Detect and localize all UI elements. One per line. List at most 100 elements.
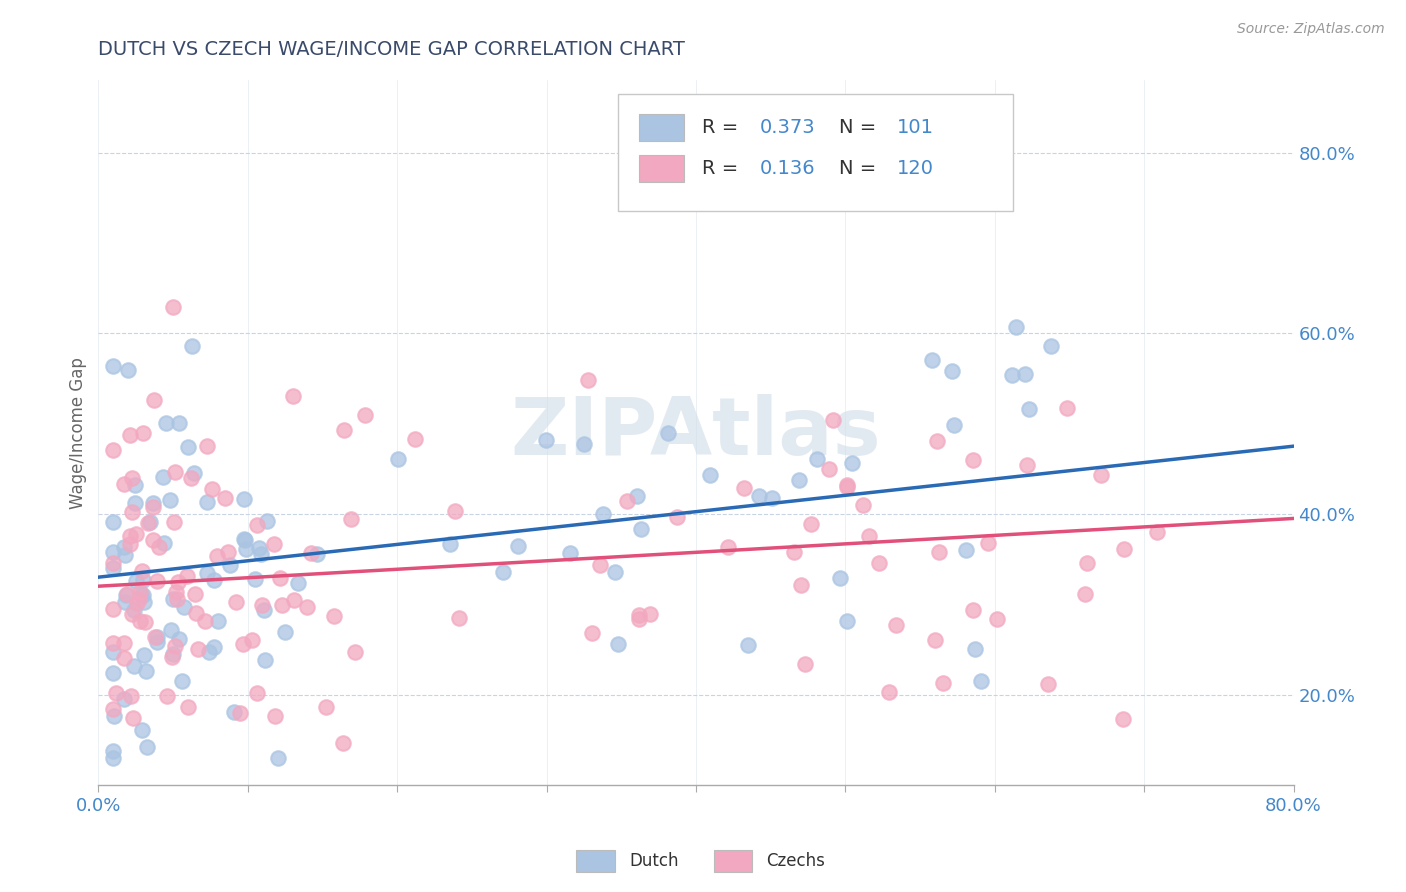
- Point: [155, 689, 177, 703]
- Point: [167, 574, 190, 589]
- Point: [207, 614, 229, 628]
- Point: [159, 623, 181, 637]
- Point: [163, 465, 186, 479]
- Point: [263, 536, 285, 550]
- Point: [955, 542, 977, 557]
- Point: [305, 547, 328, 561]
- Point: [790, 578, 813, 592]
- Point: [1005, 320, 1028, 334]
- Point: [202, 640, 225, 654]
- Point: [142, 500, 165, 515]
- Point: [177, 699, 200, 714]
- Point: [177, 440, 200, 454]
- Point: [616, 494, 638, 508]
- Point: [404, 432, 426, 446]
- Point: [124, 478, 146, 492]
- Point: [1001, 368, 1024, 382]
- Point: [187, 641, 209, 656]
- Point: [162, 647, 184, 661]
- Point: [122, 659, 145, 673]
- Point: [122, 711, 145, 725]
- Point: [103, 561, 125, 575]
- Point: [201, 482, 224, 496]
- Point: [122, 603, 145, 617]
- Point: [858, 529, 880, 543]
- Point: [103, 709, 125, 723]
- Point: [103, 751, 125, 765]
- Point: [254, 653, 277, 667]
- Point: [160, 650, 183, 665]
- Point: [103, 602, 125, 616]
- Point: [256, 514, 278, 528]
- Point: [603, 565, 626, 579]
- Point: [163, 639, 186, 653]
- Point: [269, 571, 291, 585]
- Point: [148, 540, 170, 554]
- Point: [387, 452, 409, 467]
- Point: [105, 685, 128, 699]
- Point: [129, 588, 152, 602]
- Point: [932, 675, 955, 690]
- Point: [1056, 401, 1078, 415]
- Point: [1018, 402, 1040, 417]
- Point: [273, 624, 295, 639]
- Point: [799, 516, 821, 531]
- Point: [492, 565, 515, 579]
- Point: [924, 633, 946, 648]
- Point: [146, 630, 169, 644]
- Point: [628, 607, 651, 622]
- Text: N =: N =: [839, 159, 883, 178]
- Point: [793, 657, 815, 671]
- Point: [1076, 556, 1098, 570]
- Point: [534, 433, 557, 447]
- Point: [699, 467, 721, 482]
- Point: [103, 744, 125, 758]
- Point: [295, 599, 318, 614]
- Point: [225, 595, 247, 609]
- Point: [125, 527, 148, 541]
- Point: [572, 436, 595, 450]
- Point: [224, 706, 246, 720]
- Text: N =: N =: [839, 118, 883, 137]
- Point: [817, 462, 839, 476]
- Text: R =: R =: [702, 118, 744, 137]
- Text: DUTCH VS CZECH WAGE/INCOME GAP CORRELATION CHART: DUTCH VS CZECH WAGE/INCOME GAP CORRELATI…: [98, 40, 685, 59]
- Point: [143, 393, 166, 408]
- Point: [186, 606, 208, 620]
- Point: [152, 469, 174, 483]
- Point: [837, 477, 859, 491]
- Point: [132, 595, 155, 609]
- Point: [354, 408, 377, 422]
- Point: [666, 510, 689, 524]
- Point: [247, 541, 270, 555]
- Point: [141, 496, 163, 510]
- Point: [125, 574, 148, 588]
- Point: [202, 573, 225, 587]
- Point: [962, 453, 984, 467]
- Point: [194, 615, 217, 629]
- Y-axis label: Wage/Income Gap: Wage/Income Gap: [69, 357, 87, 508]
- Point: [183, 467, 205, 481]
- Point: [143, 630, 166, 644]
- Point: [184, 587, 207, 601]
- FancyBboxPatch shape: [619, 95, 1012, 211]
- Point: [783, 545, 806, 559]
- Point: [103, 702, 125, 716]
- Point: [787, 473, 810, 487]
- Point: [1015, 458, 1038, 473]
- Point: [103, 359, 125, 373]
- Point: [928, 545, 950, 559]
- Point: [246, 518, 269, 533]
- Point: [125, 596, 148, 610]
- Point: [970, 674, 993, 689]
- Text: R =: R =: [702, 159, 744, 178]
- Point: [103, 636, 125, 650]
- Point: [962, 603, 984, 617]
- Point: [1112, 542, 1135, 557]
- Point: [315, 700, 337, 714]
- Point: [131, 723, 153, 737]
- Point: [628, 612, 651, 626]
- Point: [581, 626, 603, 640]
- Point: [879, 685, 901, 699]
- Point: [121, 505, 143, 519]
